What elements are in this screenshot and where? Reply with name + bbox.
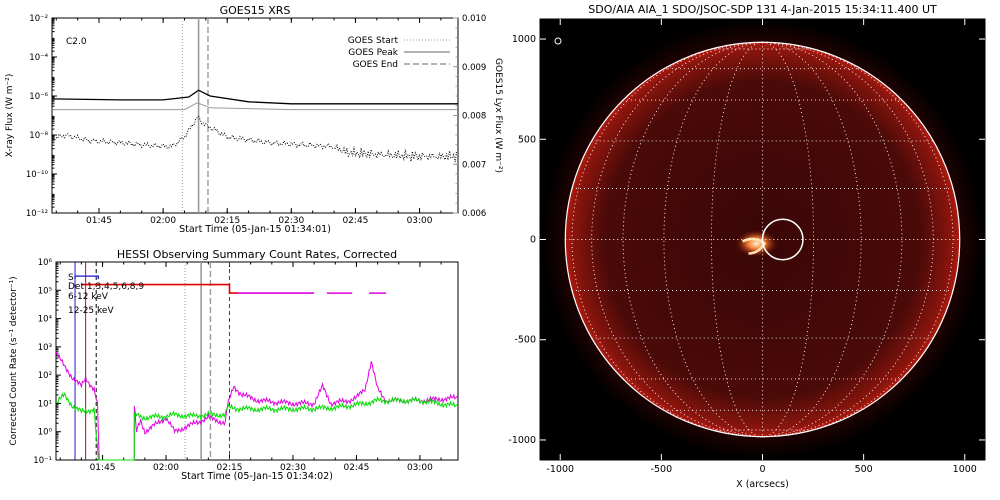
hessi-xtick-label: 03:00 [407, 463, 433, 473]
aia-title: SDO/AIA AIA_1 SDO/JSOC-SDP 131 4-Jan-201… [588, 3, 937, 16]
hessi-xtick-label: 02:00 [153, 463, 179, 473]
aia-xtick-label: -1000 [546, 464, 574, 475]
hessi-label-s: S [68, 273, 74, 283]
aia-ytick-label: 0 [530, 235, 536, 246]
hessi-series-12-25 keV [56, 392, 459, 461]
hessi-title: HESSI Observing Summary Count Rates, Cor… [117, 248, 397, 261]
hessi-xtick-label: 02:15 [217, 463, 243, 473]
sun-grid-lon [762, 41, 954, 438]
aia-xtick-label: 0 [759, 464, 765, 475]
goes-ytick-label: 10⁻¹⁰ [26, 170, 49, 180]
hessi-xtick-label: 02:30 [280, 463, 306, 473]
aia-legend-label: AIA flare location [564, 37, 636, 47]
hessi-label-low: 6-12 keV [68, 292, 109, 302]
goes-legend-label: GOES End [353, 60, 398, 70]
goes-ytick-label: 10⁻⁶ [29, 92, 48, 102]
hessi-label-det: Det 1,3,4,5,6,8,9 [68, 282, 144, 292]
aia-ytick-label: 1000 [512, 34, 536, 45]
aia-ytick-label: -1000 [508, 435, 536, 446]
sun-grid-lon [571, 41, 763, 438]
goes-right-ytick-label: 0.006 [462, 209, 486, 219]
hessi-series-attenuator [81, 283, 238, 294]
goes-legend-label: GOES Peak [348, 48, 398, 58]
hessi-ytick-label: 10² [38, 371, 52, 381]
hessi-ytick-label: 10³ [38, 343, 52, 353]
hessi-blue-bracket [74, 275, 99, 280]
aia-ytick-label: -500 [514, 335, 536, 346]
goes-right-ytick-label: 0.009 [462, 63, 486, 73]
goes-ytick-label: 10⁻⁴ [29, 53, 48, 63]
aia-xlabel: X (arcsecs) [736, 479, 789, 490]
hessi-ytick-label: 10⁶ [38, 258, 53, 268]
goes-class-label: C2.0 [66, 37, 87, 47]
sun-grid-lon [711, 41, 763, 438]
aia-xtick-label: -500 [651, 464, 673, 475]
goes-legend-label: GOES Start [348, 36, 399, 46]
hessi-label-high: 12-25 keV [68, 306, 114, 316]
goes-ytick-label: 10⁻¹² [26, 209, 48, 219]
goes-xlabel: Start Time (05-Jan-15 01:34:01) [179, 224, 331, 235]
goes-right-ytick-label: 0.008 [462, 112, 486, 122]
hessi-xtick-label: 01:45 [90, 463, 116, 473]
hessi-ytick-label: 10¹ [38, 399, 52, 409]
goes-series-long [51, 89, 458, 105]
goes-xtick-label: 02:45 [342, 216, 368, 226]
goes-right-ytick-label: 0.007 [462, 160, 486, 170]
sun-grid-lon [663, 41, 763, 438]
goes-title: GOES15 XRS [220, 4, 291, 17]
goes-series-lyx [52, 102, 458, 111]
goes-xtick-label: 03:00 [407, 216, 433, 226]
goes-right-ylabel: GOES15 Lyx Flux (W m⁻²) [493, 58, 503, 173]
goes-xtick-label: 02:15 [214, 216, 240, 226]
hessi-xtick-label: 02:45 [343, 463, 369, 473]
goes-xtick-label: 02:30 [278, 216, 304, 226]
goes-xtick-label: 02:00 [150, 216, 176, 226]
goes-ytick-label: 10⁻⁸ [29, 131, 48, 141]
hessi-ytick-label: 10⁻¹ [33, 456, 52, 466]
aia-legend-symbol [554, 37, 562, 45]
goes-ylabel: X-ray Flux (W m⁻²) [5, 74, 15, 158]
hessi-plot-frame [55, 261, 459, 461]
aia-xtick-label: 1000 [953, 464, 977, 475]
hessi-ytick-label: 10⁵ [38, 286, 52, 296]
flare-glow [734, 229, 779, 258]
sun-grid-lon [762, 41, 814, 438]
aia-ytick-label: 500 [518, 134, 536, 145]
flare-location-circle [761, 218, 804, 261]
hessi-xlabel: Start Time (05-Jan-15 01:34:02) [181, 471, 333, 482]
goes-series-short [51, 115, 458, 163]
sun-grid-lon [762, 41, 862, 438]
hessi-ytick-label: 10⁴ [38, 315, 53, 325]
goes-right-ytick-label: 0.010 [462, 14, 486, 24]
hessi-ytick-label: 10⁰ [38, 428, 53, 438]
goes-xtick-label: 01:45 [86, 216, 112, 226]
hessi-ylabel: Corrected Count Rate (s⁻¹ detector⁻¹) [9, 276, 19, 445]
goes-ytick-label: 10⁻² [29, 14, 48, 24]
aia-xtick-label: 500 [855, 464, 873, 475]
hessi-series-6-12 keV [55, 351, 459, 461]
sun-limb [564, 41, 961, 438]
